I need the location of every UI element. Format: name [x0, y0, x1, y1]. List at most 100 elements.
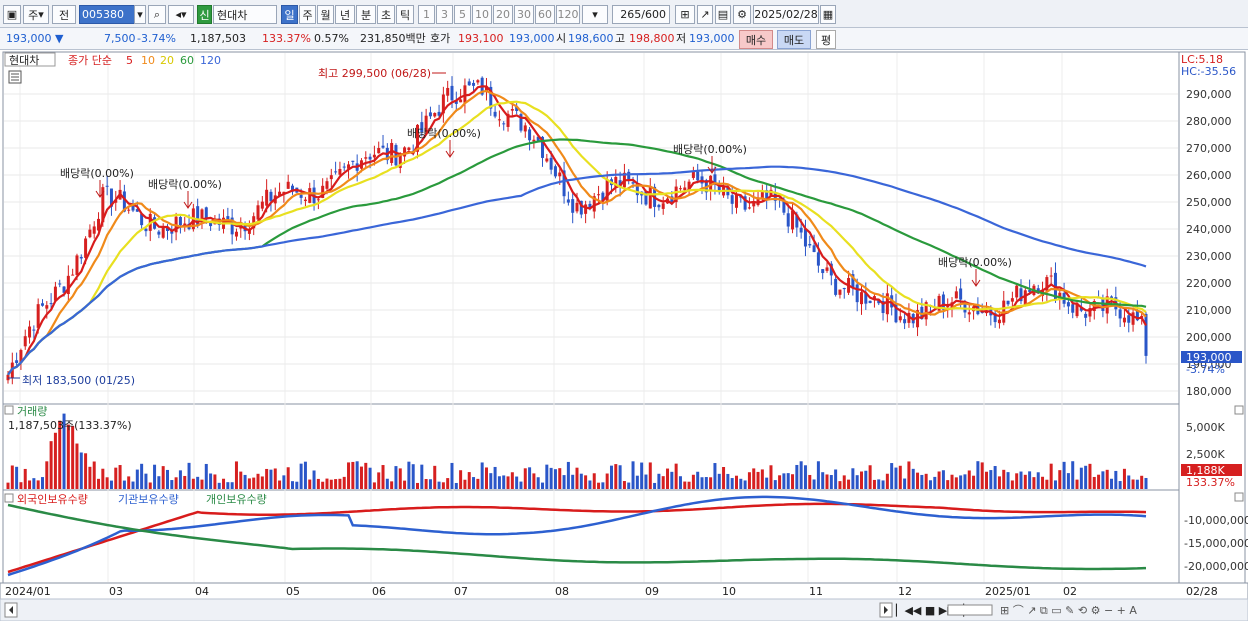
volume-bar [773, 480, 777, 489]
eval-button[interactable]: 평 [816, 30, 836, 49]
candle-body [1066, 302, 1070, 307]
sell-button[interactable]: 매도 [777, 30, 811, 49]
candle-body [627, 171, 631, 180]
stock-name-field[interactable]: 현대차 [213, 5, 277, 24]
date-input[interactable]: 2025/02/28 [753, 5, 819, 24]
interval-3-button[interactable]: 3 [436, 5, 453, 24]
candle-body [178, 216, 182, 226]
period-second-tab[interactable]: 초 [377, 5, 395, 24]
draw-tool-icon[interactable]: ↗ [697, 5, 713, 24]
interval-20-button[interactable]: 20 [493, 5, 513, 24]
volume-bar [109, 480, 113, 489]
volume-bar [881, 480, 885, 489]
candle-body [614, 176, 618, 187]
period-year-tab[interactable]: 년 [335, 5, 355, 24]
volume-bar [178, 470, 182, 489]
candle-body [825, 267, 829, 271]
candle-body [541, 136, 545, 158]
zoom-slider[interactable] [947, 604, 993, 616]
volume-bar [855, 475, 859, 489]
volume-bar [670, 471, 674, 489]
period-week-tab[interactable]: 주 [299, 5, 316, 24]
volume-bar [549, 467, 553, 489]
volume-bar [191, 478, 195, 489]
volume-bar [722, 467, 726, 489]
volume-bar [1032, 477, 1036, 489]
stock-legend-box[interactable] [4, 52, 56, 67]
period-label: 틱 [399, 8, 411, 22]
count-input[interactable]: 265/600 [612, 5, 670, 24]
market-mode-select[interactable]: 주 ▾ [23, 5, 49, 24]
holding-panel-toggle[interactable] [4, 493, 14, 503]
prev-code-button[interactable]: 전 [52, 5, 76, 24]
interval-5-button[interactable]: 5 [454, 5, 471, 24]
volume-bar [1058, 470, 1062, 489]
volume-bar [308, 479, 312, 489]
sound-icon[interactable]: ◂▾ [168, 5, 194, 24]
candle-body [571, 199, 575, 213]
price-axis-label: 240,000 [1186, 223, 1232, 236]
volume-bar [243, 474, 247, 489]
candle-body [79, 256, 83, 259]
volume-bar [170, 480, 174, 489]
period-minute-tab[interactable]: 분 [356, 5, 376, 24]
candle-body [519, 114, 523, 131]
volume-bar [381, 465, 385, 489]
candle-body [265, 189, 269, 206]
candle-body [795, 214, 799, 228]
volume-bar [678, 476, 682, 489]
volume-bar [10, 465, 14, 489]
volume-bar [717, 473, 721, 489]
candle-body [1028, 290, 1032, 292]
candle-body [717, 185, 721, 193]
high-annotation: 최고 299,500 (06/28) [318, 67, 431, 80]
volume-close-icon[interactable] [1234, 405, 1244, 415]
interval-dropdown[interactable]: ▾ [582, 5, 608, 24]
ask-label: 호가 [430, 32, 451, 45]
volume-bar [450, 462, 454, 489]
volume-bar [398, 468, 402, 489]
period-month-tab[interactable]: 월 [317, 5, 334, 24]
price-text: 193,000 [6, 32, 52, 45]
window-icon[interactable]: ▣ [3, 5, 21, 24]
interval-60-button[interactable]: 60 [535, 5, 555, 24]
x-label: 2024/01 [5, 585, 51, 598]
volume-panel-toggle[interactable] [4, 405, 14, 415]
interval-30-button[interactable]: 30 [514, 5, 534, 24]
stock-code-input[interactable]: 005380 [79, 5, 135, 24]
volume-bar [890, 463, 894, 489]
volume-bar [1092, 476, 1096, 489]
legend-ma60: 60 [180, 54, 194, 67]
volume-bar [838, 481, 842, 489]
buy-button[interactable]: 매수 [739, 30, 773, 49]
period-day-tab[interactable]: 일 [281, 5, 298, 24]
candle-body [260, 201, 264, 209]
candle-body [860, 292, 863, 305]
code-dropdown-icon[interactable]: ▾ [134, 5, 146, 24]
volume-bar [19, 482, 23, 489]
candle-type-icon[interactable]: ⊞ [675, 5, 695, 24]
ma-5-line [7, 85, 1147, 376]
volume-bar [674, 463, 678, 489]
save-icon[interactable]: ▤ [715, 5, 731, 24]
volume-bar [131, 481, 135, 489]
volume-bar [506, 476, 510, 489]
candle-body [782, 199, 786, 213]
interval-120-button[interactable]: 120 [556, 5, 580, 24]
volume-bar [260, 476, 264, 489]
interval-1-button[interactable]: 1 [418, 5, 435, 24]
calendar-icon[interactable]: ▦ [820, 5, 836, 24]
gear-icon[interactable]: ⚙ [733, 5, 751, 24]
low-label: 저 [676, 32, 687, 45]
drawing-tools[interactable]: ⊞ ⌒ ↗ ⧉ ▭ ✎ ⟲ ⚙ − + A [1000, 604, 1137, 617]
candle-body [1135, 310, 1139, 321]
volume-bar [1015, 473, 1019, 489]
period-tick-tab[interactable]: 틱 [396, 5, 414, 24]
interval-10-button[interactable]: 10 [472, 5, 492, 24]
holding-close-icon[interactable] [1234, 492, 1244, 502]
playback-controls[interactable]: ▏◀◀ ■ ▶▶▕ [895, 603, 965, 617]
volume-bar [204, 463, 208, 489]
search-icon[interactable]: ⌕ [148, 5, 166, 24]
volume-bar [454, 482, 458, 489]
volume-bar [247, 478, 251, 489]
